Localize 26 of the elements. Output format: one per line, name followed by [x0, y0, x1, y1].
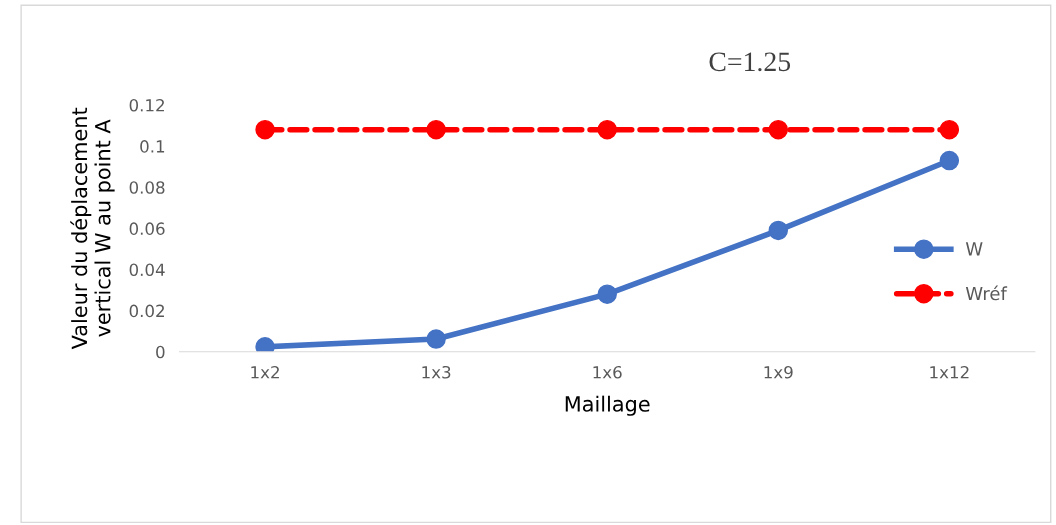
point [426, 329, 446, 349]
point [939, 150, 960, 171]
y-tick-label: 0.04 [129, 263, 165, 277]
legend-label: W [965, 242, 983, 256]
x-tick-label: 1x3 [422, 365, 451, 379]
y-tick-label: 0.02 [129, 304, 164, 318]
chart-title: C=1.25 [709, 52, 791, 72]
point [939, 119, 960, 140]
x-tick-label: 1x9 [764, 365, 793, 379]
legend-label: Wréf [965, 285, 1008, 301]
point [255, 119, 275, 140]
y-tick-label: 0.1 [140, 140, 165, 153]
y-axis-title: Valeur du déplacement vertical W au point A [70, 107, 115, 350]
y-tick-label: 0.06 [129, 222, 165, 235]
point [597, 119, 617, 140]
point [768, 220, 788, 241]
x-tick-label: 1x6 [593, 365, 622, 379]
x-tick-label: 1x12 [930, 365, 969, 379]
y-tick-label: 0 [156, 345, 165, 359]
point [768, 119, 788, 140]
point [426, 119, 446, 140]
x-axis-title: Maillage [565, 395, 650, 416]
y-tick-label: 0.12 [129, 98, 164, 112]
x-tick-label: 1x2 [251, 365, 279, 379]
y-tick-label: 0.08 [129, 181, 165, 194]
point [597, 284, 617, 304]
